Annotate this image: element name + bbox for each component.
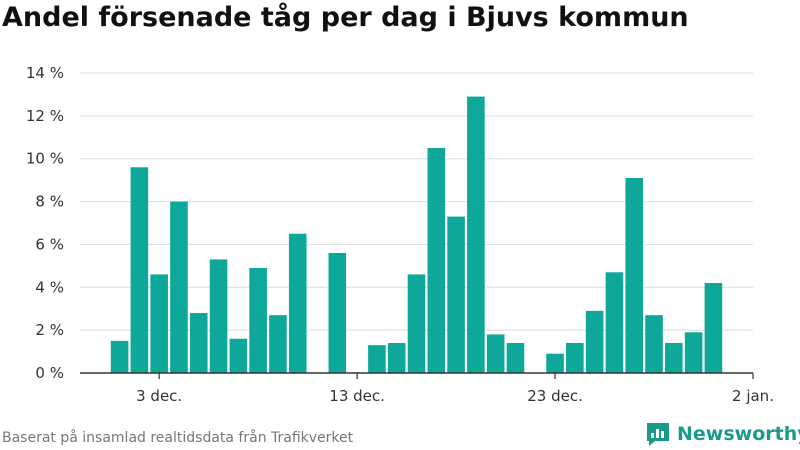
bar: [328, 253, 347, 373]
bar: [427, 148, 446, 373]
bar: [229, 338, 248, 373]
chart-title: Andel försenade tåg per dag i Bjuvs komm…: [2, 2, 689, 33]
brand-logo: Newsworthy: [645, 421, 800, 447]
bar: [269, 315, 287, 373]
bar: [249, 268, 267, 373]
y-axis-labels: 0 % 2 % 4 % 6 % 8 % 10 % 12 % 14 %: [26, 64, 64, 382]
x-tick-label: 3 dec.: [136, 387, 182, 405]
bar: [387, 343, 406, 373]
x-tick-label: 2 jan.: [732, 387, 774, 405]
bar: [486, 334, 505, 373]
bar: [566, 343, 584, 373]
bar: [447, 216, 465, 373]
bar-chart: 0 % 2 % 4 % 6 % 8 % 10 % 12 % 14 % 3 dec. 13 dec…: [26, 64, 774, 405]
brand-name: Newsworthy: [677, 423, 800, 445]
y-tick-label: 10 %: [26, 150, 64, 168]
bar: [209, 259, 228, 373]
bar: [189, 313, 208, 373]
y-tick-label: 4 %: [35, 278, 64, 296]
bar: [704, 283, 723, 373]
x-axis: 3 dec. 13 dec. 23 dec. 2 jan.: [80, 372, 774, 405]
x-tick-label: 23 dec.: [527, 387, 583, 405]
bar: [684, 332, 703, 373]
bar: [625, 178, 644, 373]
bar: [546, 353, 564, 373]
bar: [407, 274, 426, 373]
x-tick-label: 13 dec.: [329, 387, 385, 405]
y-tick-label: 8 %: [35, 193, 64, 211]
y-tick-label: 12 %: [26, 107, 64, 125]
source-note: Baserat på insamlad realtidsdata från Tr…: [2, 430, 354, 446]
bar: [585, 310, 604, 373]
bar: [110, 340, 129, 373]
bar: [170, 201, 188, 373]
y-tick-label: 14 %: [26, 64, 64, 82]
bar: [150, 274, 168, 373]
bar: [130, 167, 149, 373]
bar: [368, 345, 386, 373]
bars: [110, 96, 723, 374]
bar: [467, 96, 485, 374]
bar: [605, 272, 624, 373]
y-tick-label: 2 %: [35, 321, 64, 339]
bar: [645, 315, 663, 373]
newsworthy-logo-icon: [647, 423, 669, 446]
y-tick-label: 0 %: [35, 364, 64, 382]
bar: [288, 233, 307, 373]
bar: [665, 343, 683, 373]
bar: [506, 343, 525, 373]
y-tick-label: 6 %: [35, 235, 64, 253]
